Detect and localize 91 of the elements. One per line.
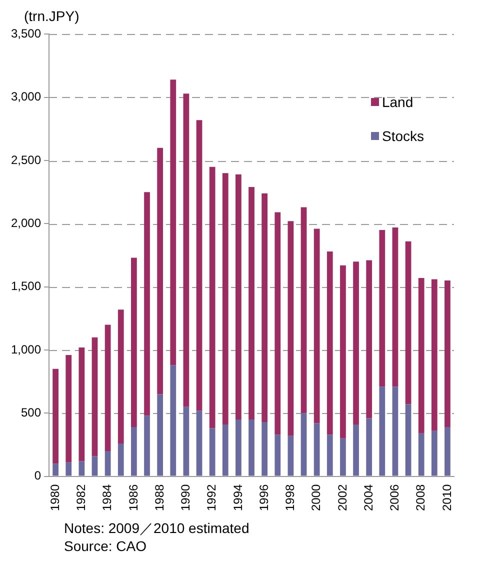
bar — [300, 413, 307, 476]
bar — [444, 427, 450, 476]
bar — [78, 347, 85, 462]
bar — [431, 279, 438, 431]
bar — [392, 386, 398, 476]
bar — [209, 166, 216, 428]
text: Notes: 2009／2010 estimated — [64, 520, 250, 538]
bar — [431, 430, 438, 476]
bar — [353, 424, 359, 476]
bar — [222, 424, 228, 476]
y-tick-label: 1,500 — [11, 279, 42, 294]
bar — [52, 368, 58, 464]
bar — [118, 310, 124, 444]
bar — [274, 434, 281, 476]
bar — [366, 418, 372, 476]
x-tick-label: 1996 — [256, 484, 271, 512]
bar — [118, 443, 124, 476]
bar — [236, 419, 242, 476]
x-tick-label: 1982 — [74, 484, 88, 512]
x-tick-label: 1986 — [126, 484, 140, 512]
bar — [353, 262, 359, 425]
bar — [326, 434, 333, 476]
y-tick-label: 1,000 — [11, 342, 42, 356]
bar — [157, 148, 164, 394]
bar — [340, 265, 346, 438]
y-tick-label: 3,000 — [11, 90, 42, 104]
bar — [78, 461, 85, 476]
y-tick-label: 0 — [34, 468, 42, 483]
bar — [248, 419, 254, 476]
legend-label: Land — [382, 94, 414, 110]
bar — [314, 423, 320, 476]
x-tick-label: 2006 — [388, 484, 402, 512]
y-tick-label: 3,500 — [11, 26, 42, 41]
x-tick-label: 1998 — [283, 484, 298, 512]
bar — [183, 406, 190, 476]
bar — [326, 251, 333, 435]
bar — [183, 94, 190, 407]
source-note: Source: CAO — [64, 538, 148, 554]
bar — [170, 365, 176, 476]
bar — [405, 404, 412, 476]
bar — [66, 462, 72, 476]
bar — [144, 192, 150, 416]
bar — [300, 207, 307, 414]
bar — [92, 337, 98, 456]
x-tick-label: 1992 — [204, 484, 219, 512]
x-tick-label: 1988 — [152, 484, 166, 512]
y-tick-label: 2,000 — [11, 216, 42, 230]
bar — [418, 433, 424, 476]
bar — [314, 228, 320, 424]
bar — [340, 438, 346, 476]
x-tick-label: 2000 — [309, 484, 324, 512]
x-tick-label: 1990 — [178, 484, 193, 512]
x-tick-label: 1994 — [230, 484, 245, 512]
bar — [262, 422, 268, 476]
bar — [104, 324, 111, 452]
x-tick-label: 2004 — [361, 484, 376, 512]
legend-label: Stocks — [382, 128, 424, 144]
bar — [131, 258, 137, 428]
x-tick-label: 1984 — [100, 484, 114, 512]
bar — [288, 221, 294, 436]
y-tick-label: 2,500 — [11, 152, 42, 167]
bar — [444, 280, 450, 428]
y-tick-label: 500 — [21, 405, 42, 420]
bar — [196, 410, 202, 476]
bar — [196, 120, 202, 411]
bar — [392, 227, 398, 387]
bar — [104, 451, 111, 476]
bar — [366, 260, 372, 418]
bar — [209, 428, 216, 476]
x-tick-label: 1980 — [48, 484, 62, 512]
bar — [66, 355, 72, 462]
bar — [170, 80, 176, 366]
bar — [248, 187, 254, 420]
x-tick-label: 2010 — [440, 484, 454, 512]
x-tick-label: 2002 — [335, 484, 350, 512]
bar — [92, 456, 98, 476]
bar — [262, 193, 268, 422]
bar — [418, 278, 424, 434]
x-tick-label: 2008 — [414, 484, 428, 512]
bar — [274, 212, 281, 435]
bar — [52, 464, 58, 476]
bar — [288, 436, 294, 476]
bar — [222, 173, 228, 425]
bar — [236, 174, 242, 420]
y-axis-title: (trn.JPY) — [24, 8, 80, 24]
bar — [379, 230, 386, 387]
bar — [379, 386, 386, 476]
bar — [405, 241, 412, 404]
bar — [131, 427, 137, 476]
bar — [157, 394, 164, 476]
bar — [144, 416, 150, 476]
